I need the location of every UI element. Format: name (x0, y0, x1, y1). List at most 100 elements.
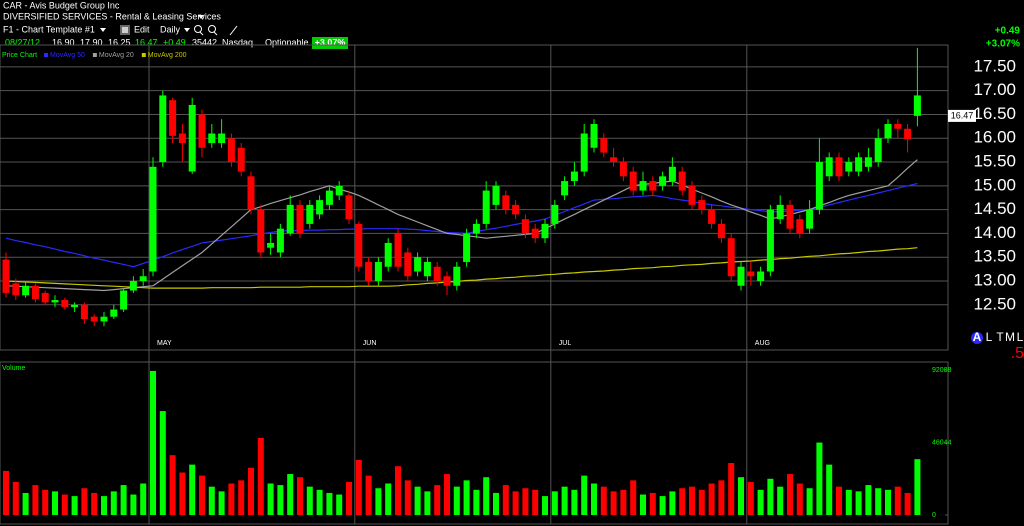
button-l[interactable]: L (986, 330, 993, 344)
volume-bar (434, 485, 441, 515)
volume-bar (61, 494, 68, 515)
template[interactable]: F1 - Chart Template #1 (3, 24, 95, 34)
volume-bar (473, 489, 480, 515)
candle-body (639, 181, 647, 191)
candle-body (178, 133, 186, 144)
candle-body (482, 190, 490, 224)
candle-body (325, 190, 333, 205)
candle-body (2, 259, 10, 293)
volume-bar (267, 483, 274, 515)
volume-bar (610, 491, 617, 515)
candle-body (443, 276, 451, 286)
volume-bar (42, 489, 49, 515)
volume-bar (885, 489, 891, 515)
candle-body (502, 195, 510, 210)
candle-body (747, 271, 755, 277)
candle-body (188, 104, 196, 172)
candle-body (806, 209, 814, 229)
volume-bar (630, 480, 637, 515)
volume-bar (444, 474, 450, 515)
legend-entry: MovAvg 200 (148, 52, 187, 59)
zoom-out-icon[interactable] (208, 25, 218, 36)
volume-bar (3, 470, 9, 515)
volume-bar (316, 489, 323, 515)
volume-bar (120, 485, 127, 515)
volume-bar (150, 370, 156, 515)
candle-body (531, 228, 539, 239)
edit-button[interactable]: Edit (134, 24, 150, 34)
volume-bar (826, 464, 833, 515)
period[interactable]: Daily (160, 24, 181, 34)
candle-body (472, 223, 480, 234)
candle-body (727, 238, 735, 277)
y-tick-label: 14.50 (973, 199, 1016, 218)
y-tick-label: 15.50 (973, 152, 1016, 171)
last-price-tag (948, 109, 976, 122)
button-bg (971, 332, 983, 344)
candle-body (874, 138, 882, 163)
volume-bar (561, 486, 568, 515)
candle-body (698, 200, 706, 210)
candle-body (737, 266, 745, 286)
volume-bar (845, 489, 852, 515)
candle-body (561, 181, 569, 196)
volume-bar (542, 496, 548, 515)
candle-body (159, 95, 167, 163)
volume-bar (32, 485, 39, 515)
volume-bar (424, 491, 431, 515)
button-a[interactable]: A (973, 330, 982, 344)
candle-body (913, 95, 921, 116)
candle-body (757, 271, 765, 282)
volume-bar (747, 481, 754, 515)
volume-bar (904, 492, 911, 515)
legend-swatch (92, 53, 97, 57)
candle-body (835, 157, 843, 177)
legend-entry: MovAvg 20 (99, 52, 134, 59)
candle-body (227, 138, 235, 163)
top-change-percent: +3.07% (986, 39, 1020, 50)
volume-bar (512, 491, 519, 515)
volume-bar (110, 491, 117, 515)
volume-bar (591, 483, 597, 515)
x-tick-label: AUG (755, 340, 770, 347)
candle-body (590, 123, 598, 148)
candle-body (649, 181, 657, 191)
volume-bar (287, 474, 294, 515)
candle-body (90, 316, 98, 322)
candle-body (864, 157, 872, 167)
zoom-in-icon[interactable] (194, 25, 204, 36)
volume-bar (787, 474, 793, 515)
button-m[interactable]: M (1005, 330, 1015, 344)
volume-bar (620, 489, 627, 515)
candle-body (825, 157, 833, 177)
volume-bar (238, 480, 245, 515)
candle-body (433, 266, 441, 282)
candle-body (463, 233, 471, 262)
legend-entry: MovAvg 50 (50, 52, 85, 59)
candle-body (453, 266, 461, 286)
volume-bar (502, 485, 509, 515)
dropdown-arrow (100, 28, 106, 32)
volume-bar (718, 480, 725, 515)
partial-label: .5 (1011, 345, 1024, 362)
candle-body (237, 147, 245, 172)
volume-bar (130, 494, 137, 515)
volume-bar (698, 489, 705, 515)
candle-body (384, 242, 392, 267)
draw-tool-icon[interactable] (229, 25, 238, 36)
pencil-icon[interactable] (120, 25, 130, 35)
button-t[interactable]: T (996, 330, 1004, 344)
candle-body (80, 304, 88, 320)
candle-body (31, 285, 39, 300)
button-l2[interactable]: L (1017, 330, 1024, 344)
volume-bar (600, 486, 607, 515)
volume-bar (493, 492, 499, 515)
candle-body (374, 261, 382, 282)
optionable: Optionable (265, 37, 309, 47)
candle-body (198, 114, 206, 148)
candle-body (41, 292, 49, 303)
volume-bar (248, 467, 254, 515)
y-tick-label: 13.50 (973, 247, 1016, 266)
